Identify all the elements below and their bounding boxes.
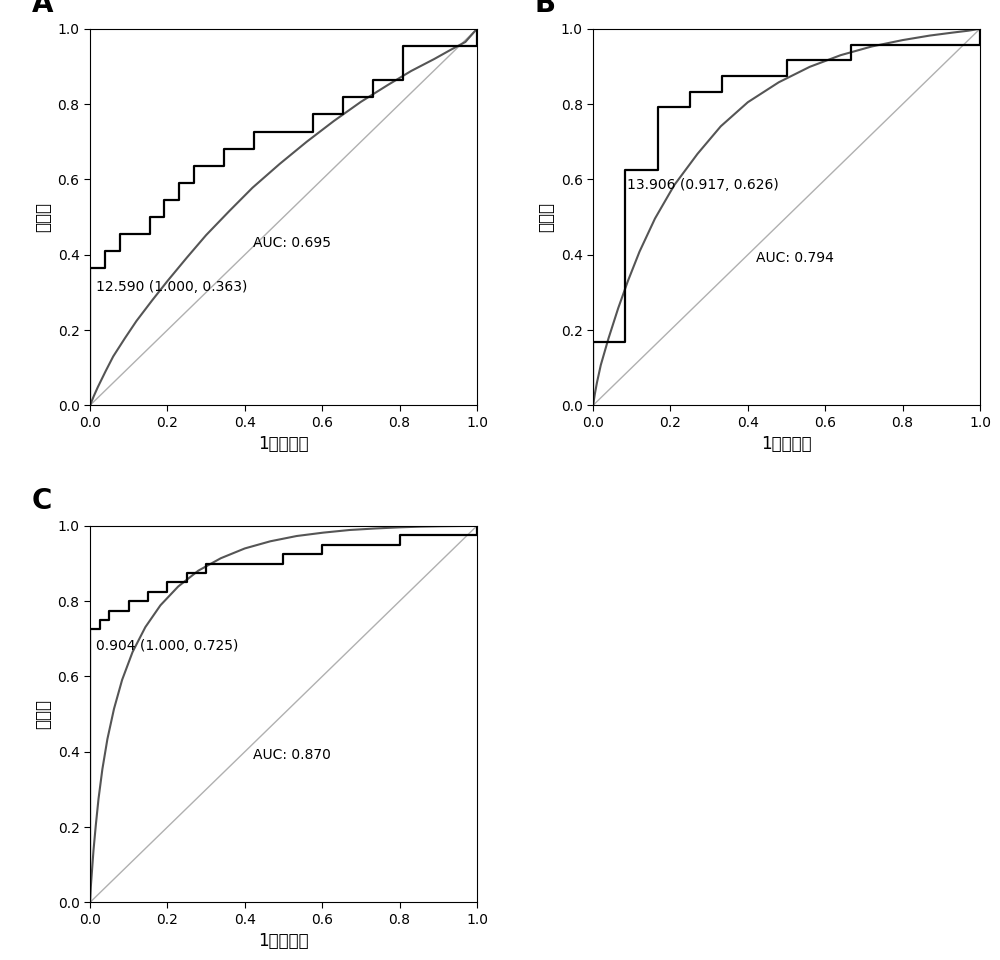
Text: AUC: 0.870: AUC: 0.870 bbox=[253, 748, 330, 762]
Text: 0.904 (1.000, 0.725): 0.904 (1.000, 0.725) bbox=[96, 639, 238, 653]
Text: AUC: 0.794: AUC: 0.794 bbox=[756, 252, 833, 265]
Text: A: A bbox=[32, 0, 53, 17]
X-axis label: 1－特异性: 1－特异性 bbox=[258, 435, 309, 453]
Y-axis label: 敏感性: 敏感性 bbox=[34, 699, 52, 730]
Y-axis label: 敏感性: 敏感性 bbox=[34, 202, 52, 232]
Y-axis label: 敏感性: 敏感性 bbox=[537, 202, 555, 232]
Text: 12.590 (1.000, 0.363): 12.590 (1.000, 0.363) bbox=[96, 279, 247, 294]
Text: B: B bbox=[535, 0, 556, 17]
X-axis label: 1－特异性: 1－特异性 bbox=[258, 932, 309, 950]
Text: 13.906 (0.917, 0.626): 13.906 (0.917, 0.626) bbox=[627, 178, 779, 192]
X-axis label: 1－特异性: 1－特异性 bbox=[761, 435, 812, 453]
Text: C: C bbox=[32, 487, 52, 515]
Text: AUC: 0.695: AUC: 0.695 bbox=[253, 236, 331, 251]
